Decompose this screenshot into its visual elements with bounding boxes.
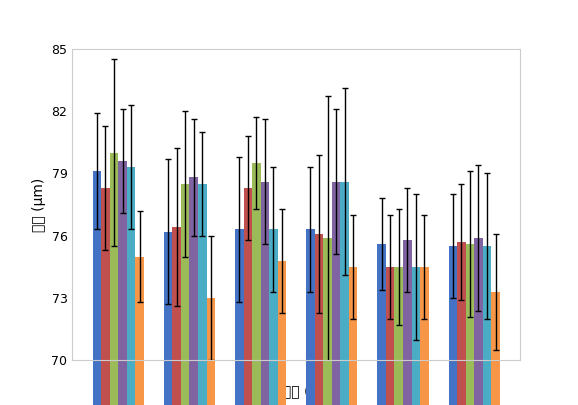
Bar <box>420 267 429 405</box>
Bar <box>277 261 286 405</box>
Bar <box>340 182 349 405</box>
Bar <box>92 171 101 405</box>
Y-axis label: 각장 (μm): 각장 (μm) <box>32 177 46 232</box>
Bar <box>315 234 323 405</box>
Bar <box>190 177 198 405</box>
Bar <box>377 244 386 405</box>
Bar <box>457 242 466 405</box>
Bar <box>449 246 457 405</box>
Bar <box>483 246 491 405</box>
Bar <box>306 230 315 405</box>
X-axis label: 매정 후 시간 (Min.): 매정 후 시간 (Min.) <box>249 384 344 398</box>
Bar <box>261 182 269 405</box>
Bar <box>101 188 110 405</box>
Bar <box>394 267 403 405</box>
Bar <box>206 298 215 405</box>
Bar <box>235 230 243 405</box>
Bar <box>349 267 357 405</box>
Bar <box>164 232 172 405</box>
Bar <box>412 267 420 405</box>
Bar <box>466 244 474 405</box>
Bar <box>110 153 118 405</box>
Bar <box>386 267 394 405</box>
Bar <box>474 238 483 405</box>
Bar <box>323 238 332 405</box>
Bar <box>172 227 181 405</box>
Bar <box>135 256 144 405</box>
Bar <box>181 184 190 405</box>
Bar <box>332 182 340 405</box>
Bar <box>252 163 261 405</box>
Bar <box>491 292 500 405</box>
Bar <box>198 184 206 405</box>
Bar <box>269 230 277 405</box>
Bar <box>403 240 412 405</box>
Bar <box>118 161 127 405</box>
Bar <box>243 188 252 405</box>
Bar <box>127 167 135 405</box>
